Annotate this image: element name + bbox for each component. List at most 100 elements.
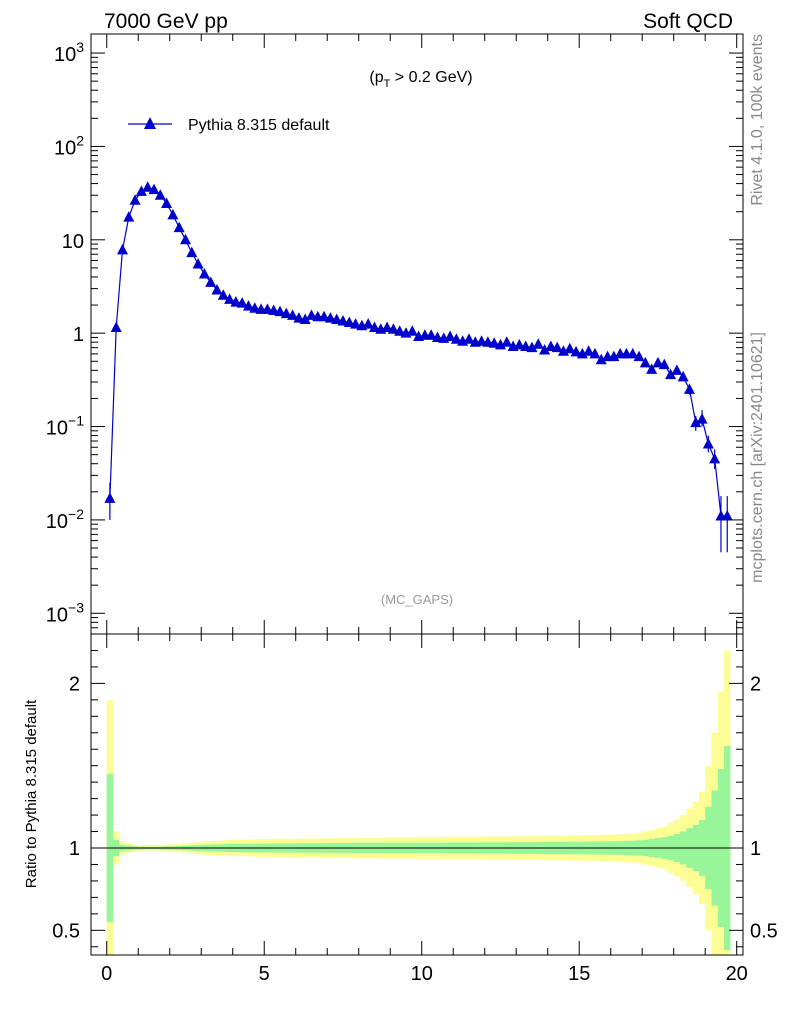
data-point (331, 313, 343, 325)
data-point (198, 268, 210, 279)
data-point (520, 340, 532, 351)
data-point (545, 340, 557, 351)
main-y-tick-label: 103 (54, 39, 84, 66)
data-point (381, 321, 393, 333)
x-tick-label: 10 (411, 963, 433, 985)
data-point (110, 321, 122, 333)
data-point (450, 333, 462, 344)
data-point (280, 307, 292, 319)
data-point (633, 350, 645, 362)
data-point (671, 364, 683, 375)
data-point (274, 305, 286, 317)
x-tick-label: 5 (259, 963, 270, 985)
ratio-y-tick-label-right: 1 (750, 838, 761, 860)
data-point (646, 363, 658, 374)
data-point (104, 492, 116, 503)
x-tick-label: 15 (568, 963, 590, 985)
legend-entry: Pythia 8.315 default (188, 117, 330, 134)
data-point (532, 338, 544, 349)
data-point (551, 341, 563, 353)
data-point (192, 258, 204, 269)
data-point (350, 318, 362, 329)
data-point (501, 336, 513, 347)
data-point (116, 243, 128, 255)
data-point (564, 342, 576, 354)
data-point (154, 189, 166, 200)
data-point (299, 313, 311, 325)
ratio-y-tick-label-left: 0.5 (52, 920, 80, 942)
ratio-y-axis-label: Ratio to Pythia 8.315 default (23, 699, 40, 888)
main-y-tick-label: 10−2 (46, 506, 84, 533)
ratio-y-tick-label-right: 0.5 (750, 920, 778, 942)
data-point (123, 211, 135, 222)
data-point (129, 194, 141, 205)
data-point (261, 303, 273, 314)
data-point (186, 246, 198, 258)
ratio-y-tick-label-left: 1 (69, 838, 80, 860)
plot-title: (pT > 0.2 GeV) (369, 69, 472, 90)
x-tick-label: 0 (101, 963, 112, 985)
data-point (539, 344, 551, 355)
data-point (690, 416, 702, 428)
legend-triangle-icon (144, 117, 156, 129)
data-point (488, 337, 500, 348)
ratio-y-tick-label-left: 2 (69, 673, 80, 695)
data-point (595, 353, 607, 365)
data-point (387, 323, 399, 334)
data-point (142, 181, 154, 192)
data-point (677, 370, 689, 382)
data-point (337, 315, 349, 326)
data-point (135, 185, 147, 196)
data-point (362, 318, 374, 329)
main-y-tick-label: 10 (62, 231, 84, 253)
ratio-frame (90, 633, 744, 956)
data-point (608, 350, 620, 362)
ratio-bands (106, 650, 731, 955)
data-point (268, 304, 280, 315)
data-point (217, 289, 229, 300)
data-point (224, 293, 236, 304)
data-point (589, 347, 601, 359)
data-point (639, 356, 651, 368)
main-y-tick-label: 10−3 (46, 599, 84, 626)
data-point (236, 297, 248, 308)
data-point (683, 383, 695, 394)
data-point (652, 356, 664, 368)
data-point (627, 347, 639, 359)
data-point (721, 510, 733, 521)
data-point (249, 302, 261, 313)
data-point (526, 341, 538, 353)
ratio-y-tick-label-right: 2 (750, 673, 761, 695)
data-point (343, 316, 355, 328)
main-data-points (104, 181, 733, 553)
x-tick-label: 20 (726, 963, 748, 985)
data-point (406, 325, 418, 336)
legend: Pythia 8.315 default (128, 117, 330, 134)
data-point (513, 338, 525, 350)
header-right: Soft QCD (643, 10, 733, 33)
main-y-tick-label: 1 (73, 324, 84, 346)
main-y-tick-label: 102 (54, 132, 84, 159)
data-point (161, 197, 173, 208)
data-point (305, 309, 317, 320)
data-point (173, 221, 185, 233)
main-y-tick-label: 10−1 (46, 413, 84, 440)
data-point (665, 368, 677, 380)
ratio-ticks (91, 634, 743, 955)
header-left: 7000 GeV pp (104, 10, 228, 33)
data-point (318, 310, 330, 322)
data-point (583, 345, 595, 356)
data-point (444, 330, 456, 342)
data-point (148, 183, 160, 195)
data-point (179, 233, 191, 245)
analysis-watermark: (MC_GAPS) (381, 592, 453, 607)
data-point (658, 358, 670, 370)
data-point (368, 321, 380, 333)
data-point (570, 345, 582, 357)
mcplots-reference-label: mcplots.cern.ch [arXiv:2401.10621] (749, 332, 766, 583)
data-point (394, 325, 406, 336)
data-point (463, 333, 475, 344)
